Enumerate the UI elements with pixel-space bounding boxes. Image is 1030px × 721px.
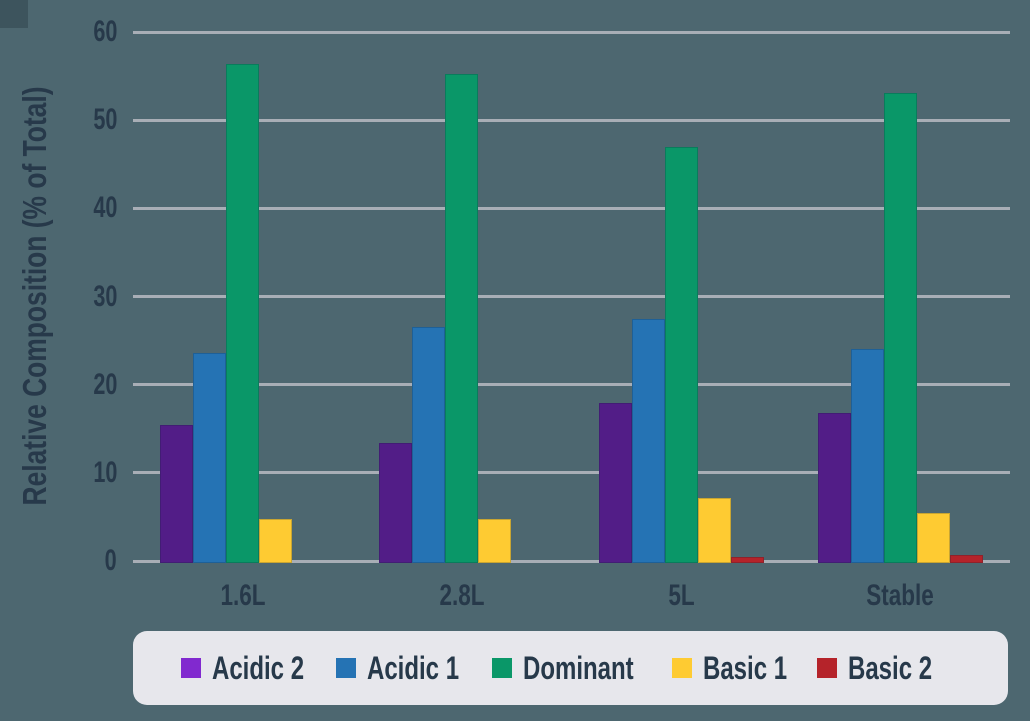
legend-swatch-acidic-2: [181, 658, 201, 678]
legend-item-basic-2: Basic 2: [816, 650, 960, 686]
bar-basic-1-2-8l: [478, 518, 512, 563]
gridline-40: [133, 206, 1010, 210]
bar-acidic-2-1-6l: [160, 425, 194, 563]
y-tick-label: 50: [0, 102, 117, 138]
bar-acidic-1-5l: [631, 319, 665, 563]
legend-label-basic-1: Basic 1: [703, 650, 788, 686]
bar-acidic-1-stable: [850, 348, 884, 563]
x-label-text: 2.8L: [439, 579, 485, 612]
x-label-text: 1.6L: [220, 579, 266, 612]
bar-acidic-1-2-8l: [412, 327, 446, 563]
legend: Acidic 2 Acidic 1 Dominant Basic 1 Basic 2: [133, 631, 1008, 705]
bar-acidic-2-2-8l: [379, 442, 413, 563]
legend-item-dominant: Dominant: [491, 650, 671, 686]
gridline-30: [133, 295, 1010, 298]
bar-dominant-2-8l: [445, 74, 479, 563]
legend-swatch-dominant: [491, 658, 512, 678]
legend-item-acidic-2: Acidic 2: [181, 652, 335, 684]
x-label-2-8l: 2.8L: [372, 579, 552, 613]
y-tick-label: 10: [0, 455, 117, 491]
bar-acidic-2-5l: [598, 403, 632, 563]
bar-dominant-5l: [664, 146, 698, 563]
gridline-10: [133, 471, 1010, 475]
x-label-5l: 5L: [591, 579, 771, 613]
legend-swatch-basic-1: [672, 658, 693, 678]
bar-basic-1-stable: [916, 513, 950, 563]
x-label-stable: Stable: [810, 579, 990, 613]
gridline-20: [133, 383, 1010, 387]
bar-acidic-2-stable: [817, 412, 851, 563]
bar-basic-1-1-6l: [259, 518, 293, 563]
legend-item-basic-1: Basic 1: [672, 652, 815, 684]
legend-label-dominant: Dominant: [522, 650, 634, 686]
y-tick-value: 30: [92, 279, 117, 313]
y-tick-value: 20: [92, 367, 117, 401]
bar-basic-2-5l: [730, 556, 764, 563]
corner-accent: [0, 0, 28, 28]
legend-item-acidic-1: Acidic 1: [336, 652, 490, 684]
y-tick-label: 60: [0, 14, 117, 50]
y-tick-value: 60: [92, 15, 117, 48]
legend-label-acidic-2: Acidic 2: [212, 650, 305, 686]
y-tick-value: 50: [92, 103, 117, 137]
gridline-0: [133, 559, 1010, 563]
bar-dominant-stable: [883, 92, 917, 563]
x-label-text: Stable: [866, 579, 935, 612]
legend-swatch-basic-2: [816, 658, 837, 678]
y-tick-value: 10: [92, 455, 117, 489]
y-tick-label: 20: [0, 367, 117, 403]
x-label-text: 5L: [667, 579, 695, 612]
legend-label-acidic-1: Acidic 1: [367, 650, 460, 686]
bar-dominant-1-6l: [226, 63, 260, 563]
bar-basic-1-5l: [697, 498, 731, 563]
legend-label-basic-2: Basic 2: [847, 650, 932, 686]
bar-acidic-1-1-6l: [193, 352, 227, 563]
y-tick-value: 0: [104, 544, 117, 577]
gridline-50: [133, 118, 1010, 122]
x-label-1-6l: 1.6L: [153, 579, 333, 613]
legend-swatch-acidic-1: [336, 658, 357, 678]
y-tick-label: 40: [0, 190, 117, 226]
y-tick-label: 30: [0, 279, 117, 315]
gridline-60: [133, 30, 1010, 34]
bar-basic-2-stable: [949, 554, 983, 563]
y-tick-value: 40: [92, 191, 117, 225]
y-tick-label: 0: [0, 543, 117, 579]
